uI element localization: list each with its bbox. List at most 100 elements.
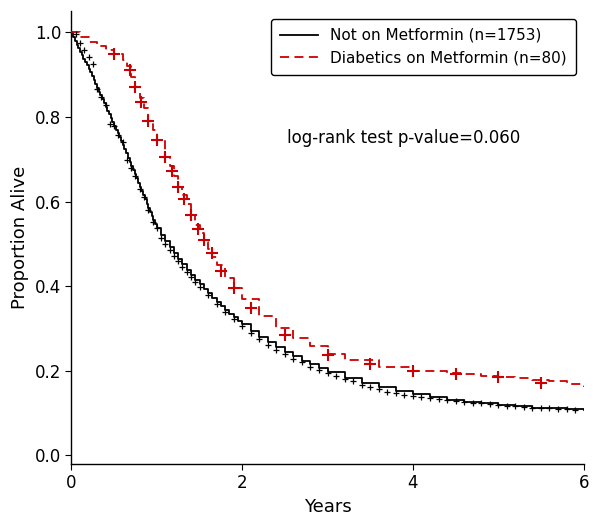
X-axis label: Years: Years	[304, 498, 352, 516]
Point	[139, 193, 149, 201]
Point	[476, 399, 486, 407]
Point	[203, 291, 213, 300]
Point	[75, 38, 85, 47]
Point	[536, 378, 546, 387]
Point	[545, 404, 554, 413]
Point	[323, 350, 332, 359]
Point	[148, 218, 157, 226]
Point	[493, 401, 503, 409]
Point	[216, 267, 226, 276]
Point	[190, 278, 200, 286]
Point	[186, 211, 196, 219]
Point	[562, 405, 571, 414]
Point	[161, 240, 170, 249]
Point	[127, 164, 136, 172]
Point	[152, 136, 161, 144]
Point	[71, 30, 80, 38]
Point	[391, 388, 401, 397]
Point	[135, 184, 145, 193]
Point	[199, 236, 209, 244]
Point	[246, 304, 256, 313]
Point	[314, 366, 324, 374]
Point	[92, 85, 102, 94]
Point	[246, 328, 256, 337]
Point	[416, 393, 426, 401]
Point	[502, 401, 512, 409]
Point	[357, 380, 367, 389]
Point	[229, 315, 238, 324]
Point	[553, 405, 563, 413]
Point	[109, 122, 119, 130]
Point	[305, 363, 315, 371]
Point	[527, 403, 537, 412]
Point	[365, 360, 375, 369]
Point	[113, 131, 123, 139]
Point	[152, 223, 161, 232]
Point	[143, 206, 153, 214]
Point	[425, 394, 435, 403]
Point	[571, 406, 580, 414]
Point	[173, 257, 183, 266]
Point	[408, 392, 418, 400]
Point	[167, 167, 177, 175]
Point	[272, 345, 281, 354]
Point	[169, 251, 179, 260]
Point	[165, 246, 175, 255]
Point	[186, 273, 196, 281]
Point	[193, 225, 203, 233]
Point	[408, 367, 418, 375]
Point	[400, 391, 409, 399]
Point	[374, 385, 383, 393]
Point	[297, 358, 307, 367]
Point	[208, 249, 217, 257]
Point	[451, 369, 460, 378]
Legend: Not on Metformin (n=1753), Diabetics on Metformin (n=80): Not on Metformin (n=1753), Diabetics on …	[271, 19, 576, 75]
Point	[289, 354, 298, 363]
Point	[125, 66, 134, 75]
Point	[84, 53, 94, 61]
Point	[263, 340, 272, 349]
Point	[468, 398, 478, 407]
Point	[212, 300, 221, 308]
Point	[182, 268, 191, 277]
Point	[460, 397, 469, 406]
Point	[434, 395, 443, 403]
Point	[178, 262, 187, 271]
Point	[229, 284, 238, 292]
Point	[131, 172, 140, 180]
Point	[238, 322, 247, 330]
Point	[143, 117, 153, 125]
Point	[79, 46, 89, 54]
Point	[383, 388, 392, 396]
Point	[97, 93, 106, 101]
Point	[349, 377, 358, 386]
Point	[137, 98, 146, 106]
Point	[122, 155, 132, 164]
Point	[161, 153, 170, 161]
Point	[101, 101, 110, 109]
Text: log-rank test p-value=0.060: log-rank test p-value=0.060	[287, 129, 520, 147]
Point	[493, 373, 503, 382]
Point	[280, 330, 290, 339]
Point	[340, 375, 349, 384]
Y-axis label: Proportion Alive: Proportion Alive	[11, 166, 29, 309]
Point	[254, 335, 264, 343]
Point	[220, 307, 230, 316]
Point	[195, 283, 205, 291]
Point	[118, 138, 127, 147]
Point	[485, 400, 494, 408]
Point	[88, 60, 98, 69]
Point	[156, 233, 166, 242]
Point	[442, 396, 452, 404]
Point	[105, 120, 115, 128]
Point	[511, 402, 520, 411]
Point	[109, 50, 119, 58]
Point	[331, 372, 341, 380]
Point	[323, 369, 332, 377]
Point	[280, 350, 290, 358]
Point	[536, 404, 546, 412]
Point	[179, 194, 189, 203]
Point	[365, 383, 375, 391]
Point	[519, 403, 529, 411]
Point	[451, 397, 460, 405]
